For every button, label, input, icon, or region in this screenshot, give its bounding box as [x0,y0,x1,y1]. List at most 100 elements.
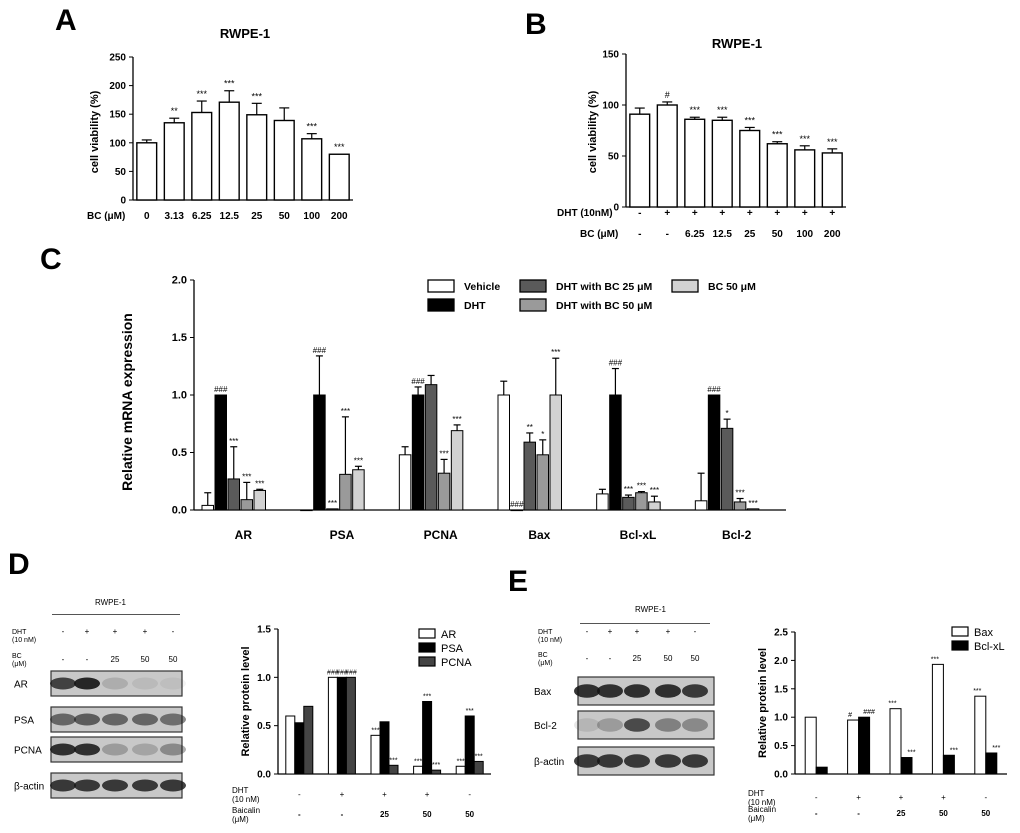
chart-e-significance: *** [992,745,1000,752]
blot-d-band [132,743,158,756]
chart-b-title: RWPE-1 [712,36,762,51]
blot-d-band [74,713,100,726]
chart-c-bar [227,478,240,511]
blot-e-band [624,684,650,698]
chart-c-bar [437,472,451,511]
chart-c-bar [352,469,365,511]
chart-b-bar [766,143,788,208]
chart-e-y-tick-label: 2.5 [774,628,788,639]
blot-d-band [74,779,100,792]
chart-d-y-label: Relative protein level [240,646,252,756]
chart-d-significance: *** [457,758,465,765]
chart-c-significance: ### [510,500,524,509]
chart-c-bar [609,394,622,511]
chart-c-y-tick-label: 1.5 [172,332,187,344]
chart-d-significance: *** [371,727,379,734]
chart-a-significance: ** [171,106,179,116]
chart-c-bar [253,489,266,511]
chart-c-bar [398,454,412,511]
blot-d-band [160,677,186,690]
chart-a-y-label: cell viability (%) [89,90,101,173]
chart-b-bar [821,152,843,208]
chart-a-bar [218,101,240,201]
chart-c-legend-swatch [519,279,547,293]
blot-d-title: RWPE-1 [95,598,126,607]
blot-e-title-line [580,623,710,624]
blot-e-cond-label: (μM) [538,660,553,667]
chart-b-bar [794,149,816,208]
chart-c-bar [450,430,464,511]
chart-a-y-tick-label: 250 [109,53,126,64]
blot-d-band [132,677,158,690]
chart-c-y-tick-label: 2.0 [172,275,187,287]
chart-b-y-tick-label: 0 [613,203,619,214]
chart-e-row-value: - [984,793,987,802]
chart-b-bar [656,104,678,208]
chart-c-significance: ** [527,423,533,432]
chart-b-significance: *** [717,105,728,115]
chart-d-bar [303,705,314,775]
chart-d-bar [413,765,424,775]
chart-c-x-tick-label: Bcl-2 [722,528,752,542]
chart-c-legend-label: DHT with BC 50 μM [556,300,653,312]
blot-panel-e: RWPE-1 [520,600,720,780]
chart-c-legend-label: BC 50 μM [708,281,756,293]
blot-d-band-label: PCNA [14,746,42,757]
chart-d-legend-label: AR [441,629,456,641]
blot-e-cond-value: - [586,627,589,636]
chart-e-row-value: + [856,793,861,802]
blot-d-band [102,677,128,690]
chart-b-row-value: + [664,208,670,219]
chart-c-significance: * [541,430,544,439]
chart-c-significance: *** [748,499,757,508]
blot-e-band [655,754,681,768]
chart-a-y-tick-label: 200 [109,81,126,92]
chart-c-legend-swatch [427,279,455,293]
chart-d-bar [285,715,296,775]
chart-c-legend-swatch [671,279,699,293]
chart-d-significance: *** [475,753,483,760]
chart-d-bar [294,722,305,775]
chart-c-significance: *** [650,486,659,495]
blot-e-cond-value: - [694,627,697,636]
chart-e-y-label: Relative protein level [757,648,769,758]
chart-b-row-value: + [774,208,780,219]
chart-a-y-tick-label: 0 [120,196,126,207]
chart-b-bar [684,118,706,208]
blot-d-band [160,779,186,792]
chart-d-bar [336,676,347,775]
chart-c-significance: ### [214,385,228,394]
blot-e-band [597,684,623,698]
blot-panel-d: RWPE-1 [0,590,190,800]
chart-c-bar [201,504,214,511]
blot-e-band-label: Bcl-2 [534,721,557,732]
chart-b-row-value: - [638,229,641,240]
chart-c-significance: *** [439,449,448,458]
chart-c-bar [411,394,425,511]
chart-b-y-label: cell viability (%) [587,90,599,173]
blot-d-band [132,713,158,726]
blot-d-band [50,743,76,756]
chart-d-row-value: - [341,810,344,819]
chart-b-row-value: + [747,208,753,219]
chart-e-row-value: + [941,793,946,802]
chart-b-significance: *** [744,115,755,125]
chart-a-x-tick-label: 12.5 [220,211,240,222]
chart-c-bar [720,427,734,511]
chart-a-x-tick-label: 100 [303,211,320,222]
blot-d-cond-value: 50 [169,655,178,664]
chart-d-row-value: + [425,790,430,799]
chart-c-x-tick-label: AR [235,528,253,542]
blot-d-band-label: AR [14,680,28,691]
chart-d-row-value: - [298,790,301,799]
chart-b-significance: # [665,90,670,100]
chart-e-row-label: (μM) [748,814,765,823]
chart-c-y-tick-label: 1.0 [172,390,187,402]
chart-a-row-label: BC (μM) [87,211,125,222]
chart-c-significance: *** [624,485,633,494]
chart-c-bar [635,492,648,511]
chart-e-row-label: (10 nM) [748,798,776,807]
chart-d-row-value: 50 [423,810,432,819]
chart-d-y-tick-label: 0.5 [257,721,271,732]
chart-c-legend-label: Vehicle [464,281,500,293]
